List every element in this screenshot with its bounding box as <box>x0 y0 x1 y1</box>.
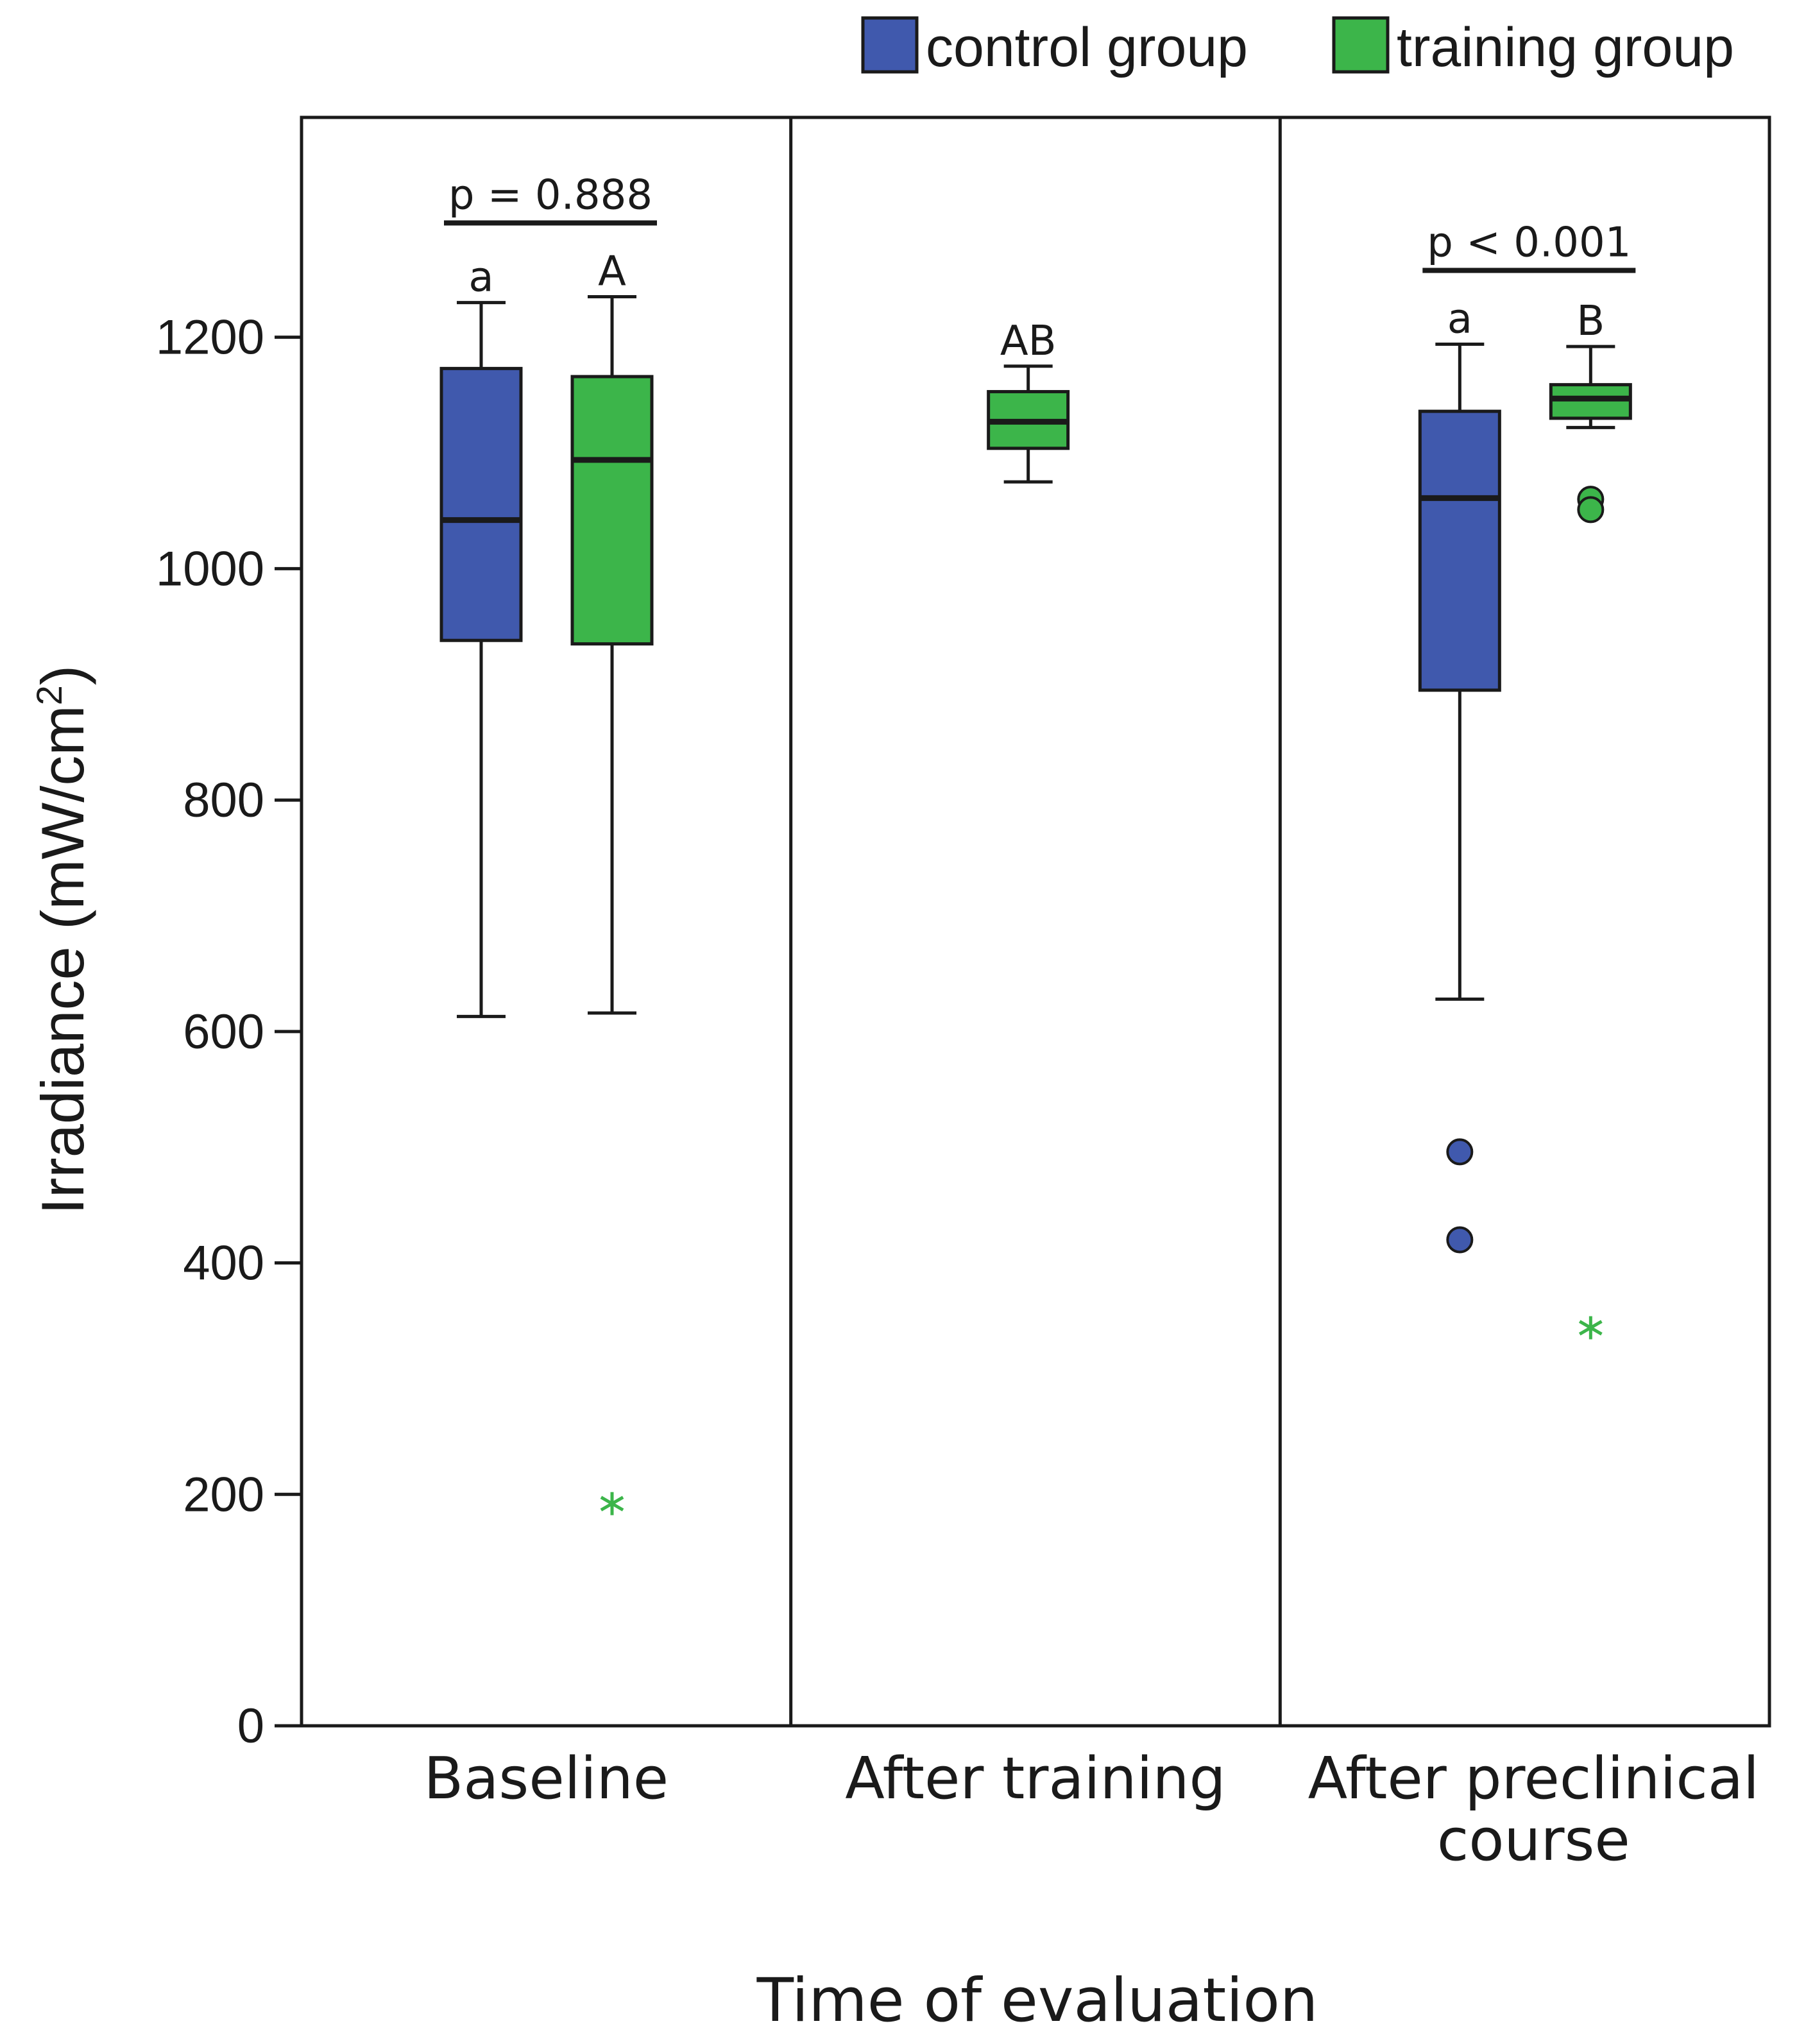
extreme-stroke <box>600 1495 624 1512</box>
p-value-label: p < 0.001 <box>1427 219 1631 267</box>
y-tick-label: 800 <box>183 773 264 828</box>
box-baseline-training-group <box>570 295 654 1515</box>
y-axis-title-text: Irradiance (mW/cm <box>29 705 96 1214</box>
y-tick-label: 200 <box>183 1467 264 1522</box>
box-after-preclinical-course-training-group <box>1549 345 1632 1340</box>
box-iqr <box>1549 383 1632 420</box>
annotations-layer: a Ap = 0.888 AB a Bp < 0.001 <box>444 172 1636 365</box>
y-axis-title-close: ) <box>29 665 96 685</box>
x-category-label-baseline: Baseline <box>424 1745 669 1812</box>
p-value-label: p = 0.888 <box>448 172 652 219</box>
x-category-label-after-preclinical-course: After preclinical <box>1308 1745 1759 1812</box>
plot-frame <box>300 115 1771 1728</box>
extreme-point <box>1578 1316 1603 1340</box>
legend-label-training-group: training group <box>1397 17 1734 78</box>
plot-border <box>300 115 1771 1728</box>
legend: control group training group <box>861 16 1734 78</box>
y-tick-label: 400 <box>183 1236 264 1291</box>
y-axis-title: Irradiance (mW/cm2) <box>29 665 96 1214</box>
significance-letter: a <box>468 254 493 302</box>
legend-swatch-control-group <box>861 16 919 74</box>
extreme-stroke <box>1578 1320 1603 1336</box>
axes-layer: 0 200 400 600 800 1000 1200 Baseline After train… <box>156 311 1759 1874</box>
box-baseline-control-group <box>439 301 523 1018</box>
y-tick-label: 1000 <box>156 541 264 596</box>
y-tick-label: 0 <box>237 1699 264 1753</box>
x-axis-title: Time of evaluation <box>756 1966 1318 2036</box>
significance-letter: AB <box>1000 318 1057 365</box>
significance-letter: A <box>598 248 626 296</box>
box-after-training-training-group <box>987 364 1070 484</box>
x-category-label-after-training: After training <box>845 1745 1225 1812</box>
y-tick-label: 600 <box>183 1005 264 1059</box>
y-tick-label: 1200 <box>156 311 264 365</box>
y-axis-title-superscript: 2 <box>29 685 69 705</box>
legend-swatch-training-group <box>1332 16 1390 74</box>
significance-letter: a <box>1447 296 1472 343</box>
outlier-point <box>1446 1138 1474 1166</box>
extreme-point <box>600 1492 624 1515</box>
x-category-label-after-preclinical-course: course <box>1437 1807 1630 1874</box>
outlier-point <box>1577 496 1605 524</box>
box-after-preclinical-course-control-group <box>1418 343 1501 1254</box>
significance-letter: B <box>1576 298 1605 345</box>
box-iqr <box>570 375 654 646</box>
box-iqr <box>439 366 523 642</box>
legend-label-control-group: control group <box>926 17 1248 78</box>
boxes-layer <box>439 295 1632 1515</box>
outlier-point <box>1446 1226 1474 1254</box>
box-iqr <box>1418 409 1501 692</box>
